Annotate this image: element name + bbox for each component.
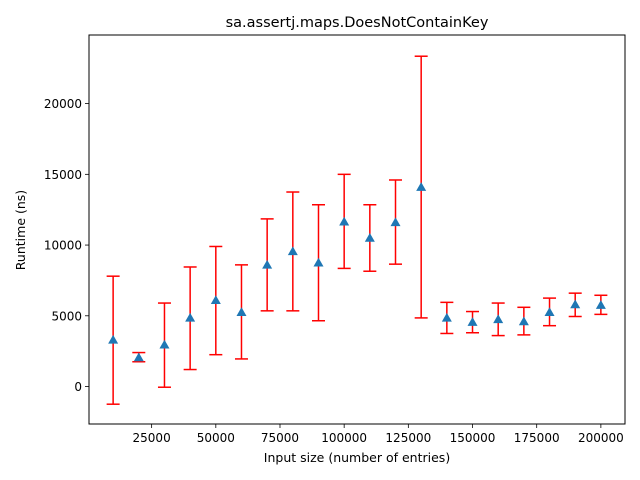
chart-title: sa.assertj.maps.DoesNotContainKey [226,15,489,31]
data-point [414,55,428,319]
y-tick-label: 5000 [51,309,82,323]
data-point [491,302,505,337]
data-point [466,310,480,334]
triangle-marker [595,300,606,309]
x-tick-label: 175000 [514,431,560,445]
x-tick-label: 200000 [578,431,624,445]
data-point [568,292,582,318]
x-axis-label: Input size (number of entries) [264,450,450,465]
triangle-marker [133,352,144,362]
triangle-marker [518,316,529,326]
triangle-marker [441,312,452,322]
data-point [363,203,377,272]
x-tick-label: 50000 [197,431,235,445]
data-point [234,264,248,360]
plot-area [106,55,608,405]
data-point [311,203,325,322]
x-tick-label: 75000 [261,431,299,445]
data-point [209,245,223,356]
triangle-marker [467,317,478,326]
y-tick-label: 10000 [44,239,82,253]
data-point [132,351,146,363]
x-tick-label: 125000 [385,431,431,445]
data-point [337,173,351,270]
y-tick-label: 20000 [44,97,82,111]
triangle-marker [236,307,247,317]
triangle-marker [287,246,298,256]
data-point [543,297,557,327]
triangle-marker [570,299,581,309]
x-axis: 25000 50000 75000 100000 125000 150000 175000 2… [133,424,624,445]
triangle-marker [210,295,221,304]
y-tick-label: 15000 [44,168,82,182]
axes-frame [88,34,626,425]
data-point [286,191,300,312]
y-axis-label: Runtime (ns) [13,190,28,270]
triangle-marker [313,257,324,267]
y-axis: 0 5000 10000 15000 20000 [44,97,89,394]
data-point [389,179,403,265]
triangle-marker [185,312,196,322]
y-tick-label: 0 [74,380,82,394]
triangle-marker [364,232,375,242]
triangle-marker [390,217,401,227]
data-point [440,301,454,335]
x-tick-label: 100000 [321,431,367,445]
triangle-marker [108,334,119,344]
data-point [594,294,608,316]
triangle-marker [493,314,504,324]
triangle-marker [544,307,555,317]
data-point [106,275,120,405]
data-point [157,302,171,388]
x-tick-label: 25000 [133,431,171,445]
triangle-marker [159,339,170,349]
triangle-marker [339,216,350,226]
data-point [517,306,531,336]
data-point [183,266,197,371]
triangle-marker [416,182,427,191]
x-tick-label: 150000 [450,431,496,445]
data-point [260,218,274,312]
triangle-marker [262,259,273,269]
